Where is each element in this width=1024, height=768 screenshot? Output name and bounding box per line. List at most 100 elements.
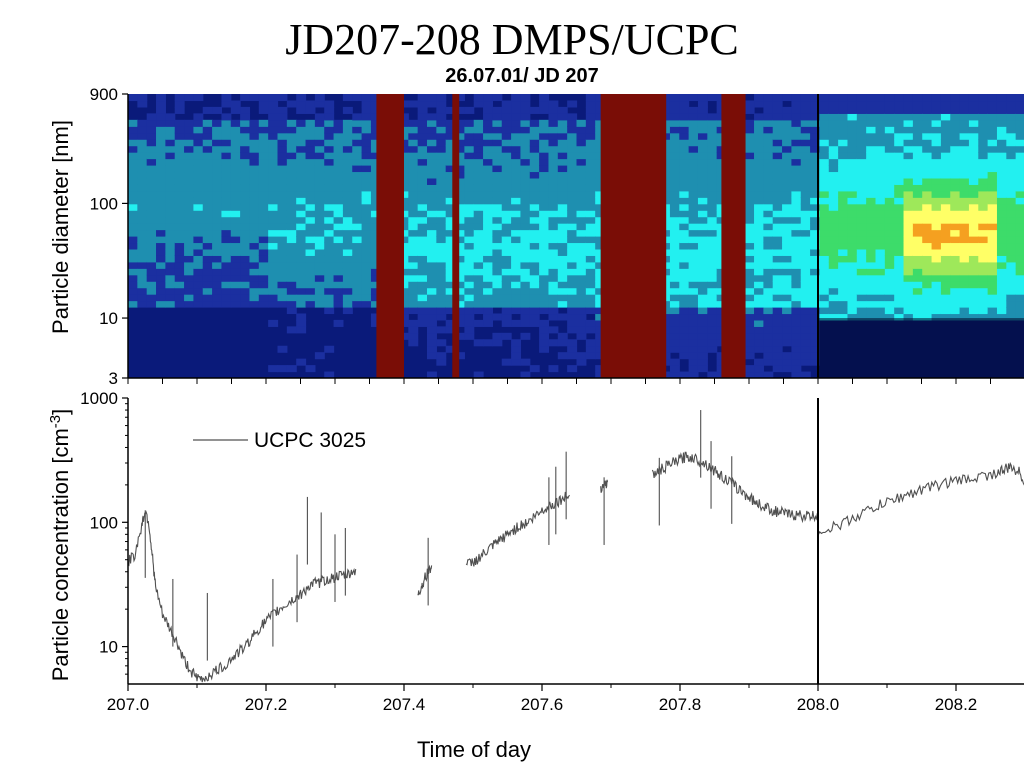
heatmap-cell [838, 307, 849, 315]
heatmap-cell [529, 248, 540, 256]
heatmap-cell [791, 268, 802, 276]
heatmap-cell [212, 139, 223, 147]
heatmap-cell [202, 248, 213, 256]
heatmap-cell [697, 126, 708, 134]
heatmap-cell [744, 268, 755, 276]
heatmap-cell [707, 145, 718, 153]
heatmap-cell [800, 158, 811, 166]
heatmap-cell [669, 184, 680, 192]
heatmap-cell [296, 223, 307, 231]
heatmap-cell [221, 171, 232, 179]
heatmap-cell [940, 203, 951, 211]
heatmap-cell [361, 177, 372, 185]
heatmap-cell [688, 339, 699, 347]
heatmap-cell [529, 152, 540, 160]
heatmap-cell [894, 248, 905, 256]
heatmap-cell [165, 229, 176, 237]
heatmap-cell [959, 100, 970, 108]
heatmap-cell [912, 132, 923, 140]
heatmap-cell [791, 190, 802, 198]
heatmap-cell [548, 126, 559, 134]
heatmap-cell [352, 216, 363, 224]
heatmap-cell [688, 106, 699, 114]
heatmap-cell [940, 145, 951, 153]
heatmap-cell [744, 345, 755, 353]
heatmap-cell [903, 165, 914, 173]
heatmap-cell [296, 326, 307, 334]
heatmap-cell [258, 281, 269, 289]
heatmap-cell [576, 268, 587, 276]
heatmap-cell [511, 100, 522, 108]
heatmap-cell [576, 358, 587, 366]
heatmap-cell [184, 274, 194, 282]
heatmap-cell [314, 274, 325, 282]
heatmap-cell [903, 106, 914, 114]
heatmap-cell [361, 210, 372, 218]
heatmap-cell [128, 126, 138, 134]
heatmap-cell [417, 216, 428, 224]
heatmap-cell [557, 203, 568, 211]
heatmap-cell [370, 319, 381, 327]
heatmap-cell [548, 248, 559, 256]
heatmap-cell [314, 236, 325, 244]
heatmap-cell [1006, 145, 1017, 153]
heatmap-cell [856, 126, 867, 134]
heatmap-cell [810, 307, 821, 315]
heatmap-cell [427, 255, 437, 263]
heatmap-cell [810, 106, 821, 114]
heatmap-cell [875, 261, 886, 269]
heatmap-cell [408, 274, 419, 282]
heatmap-cell [286, 287, 297, 295]
heatmap-cell [772, 139, 783, 147]
heatmap-cell [567, 307, 578, 315]
heatmap-cell [361, 100, 372, 108]
heatmap-cell [754, 242, 764, 250]
heatmap-cell [202, 165, 213, 173]
heatmap-cell [800, 332, 811, 340]
heatmap-cell [445, 261, 456, 269]
heatmap-cell [791, 287, 802, 295]
heatmap-cell [819, 158, 830, 166]
heatmap-cell [912, 313, 923, 321]
heatmap-cell [249, 294, 260, 302]
heatmap-cell [436, 210, 447, 218]
heatmap-cell [707, 371, 718, 378]
heatmap-cell [408, 223, 419, 231]
heatmap-cell [828, 119, 839, 127]
heatmap-cell [483, 165, 493, 173]
heatmap-cell [156, 158, 166, 166]
heatmap-cell [314, 300, 325, 308]
heatmap-cell [464, 319, 475, 327]
heatmap-cell [492, 165, 503, 173]
heatmap-cell [277, 126, 288, 134]
heatmap-cell [996, 165, 1007, 173]
heatmap-cell [1015, 248, 1024, 256]
heatmap-cell [754, 119, 764, 127]
heatmap-cell [595, 281, 606, 289]
heatmap-cell [819, 274, 830, 282]
heatmap-cell [819, 106, 830, 114]
heatmap-cell [595, 197, 606, 205]
series-line-segment [465, 491, 571, 567]
heatmap-cell [931, 171, 942, 179]
heatmap-cell [931, 152, 942, 160]
heatmap-cell [146, 274, 157, 282]
heatmap-cell [286, 326, 297, 334]
heatmap-cell [585, 132, 596, 140]
heatmap-cell [370, 313, 381, 321]
heatmap-cell [595, 300, 606, 308]
heatmap-cell [529, 126, 540, 134]
heatmap-cell [688, 281, 699, 289]
heatmap-cell [184, 268, 194, 276]
heatmap-cell [782, 287, 792, 295]
heatmap-cell [595, 94, 606, 102]
heatmap-cell [230, 223, 241, 231]
heatmap-cell [978, 100, 989, 108]
heatmap-cell [754, 139, 764, 147]
heatmap-cell [987, 100, 998, 108]
line-y-tick-label: 1000 [80, 389, 118, 408]
heatmap-cell [1006, 287, 1017, 295]
heatmap-cell [277, 236, 288, 244]
heatmap-cell [754, 158, 764, 166]
